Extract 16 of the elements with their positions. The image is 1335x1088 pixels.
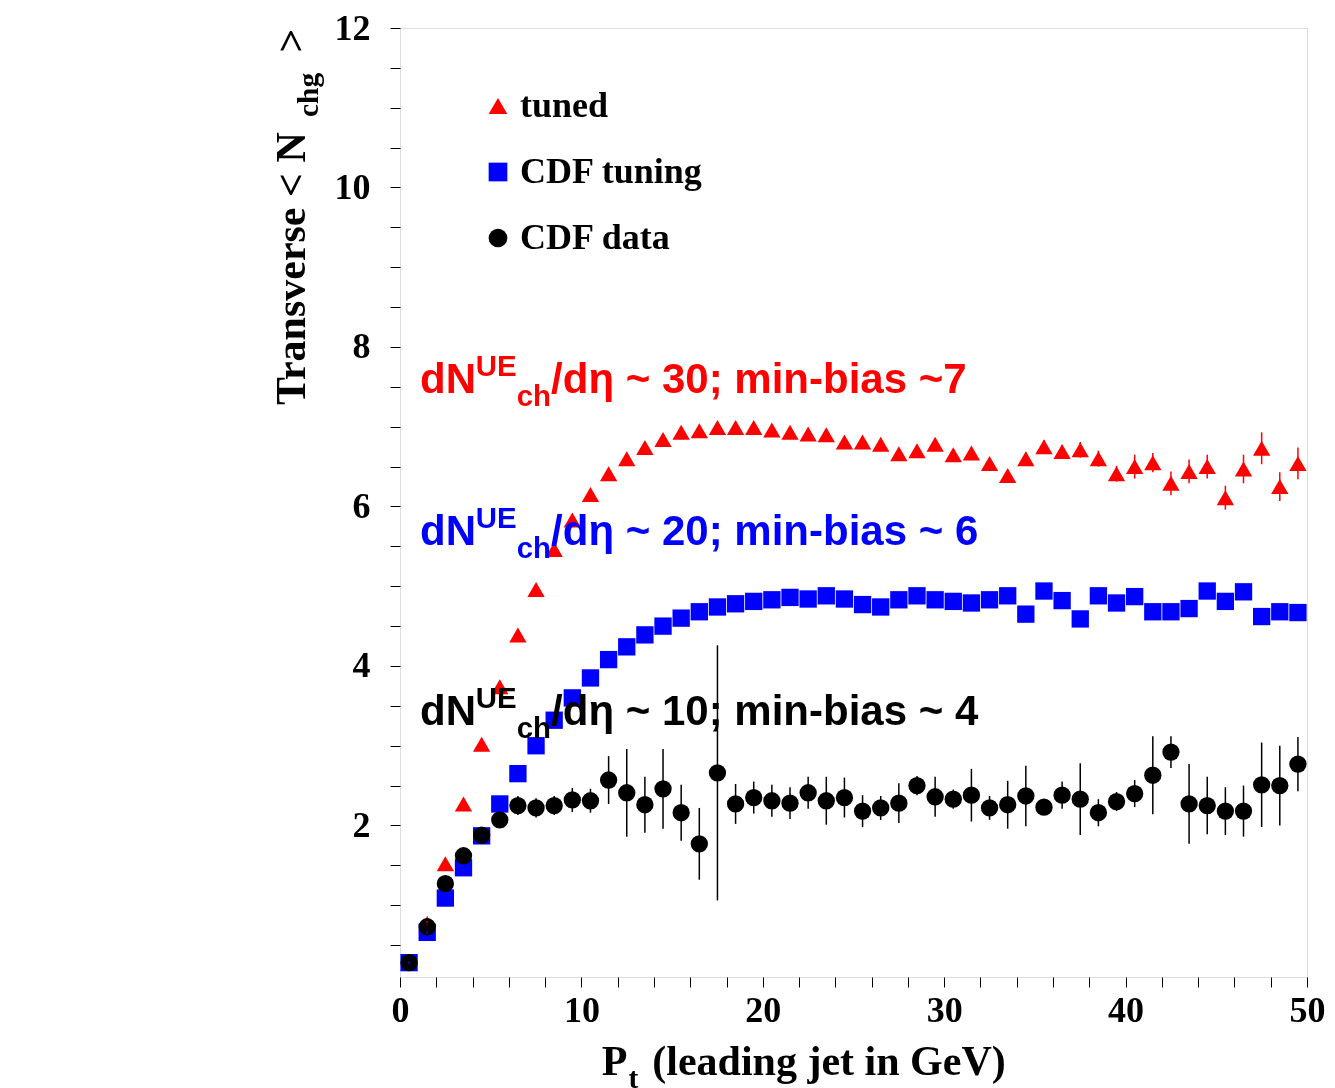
x-tick-label: 50 xyxy=(1289,989,1326,1030)
x-tick-label: 0 xyxy=(391,989,410,1030)
y-tick-label: 10 xyxy=(334,167,371,207)
y-tick-label: 2 xyxy=(352,804,371,845)
y-tick-label: 6 xyxy=(352,485,371,526)
y-tick-label: 4 xyxy=(352,645,371,686)
legend-label: CDF data xyxy=(520,217,670,257)
y-tick-label: 12 xyxy=(334,7,371,48)
legend-label: tuned xyxy=(520,85,609,125)
y-axis-title: Transverse < Nchg > xyxy=(268,28,324,405)
legend-label: CDF tuning xyxy=(520,151,702,191)
x-tick-label: 10 xyxy=(563,989,600,1030)
x-tick-label: 20 xyxy=(745,989,782,1030)
x-tick-label: 40 xyxy=(1108,989,1145,1030)
x-tick-label: 30 xyxy=(926,989,963,1030)
y-tick-label: 8 xyxy=(352,326,371,367)
